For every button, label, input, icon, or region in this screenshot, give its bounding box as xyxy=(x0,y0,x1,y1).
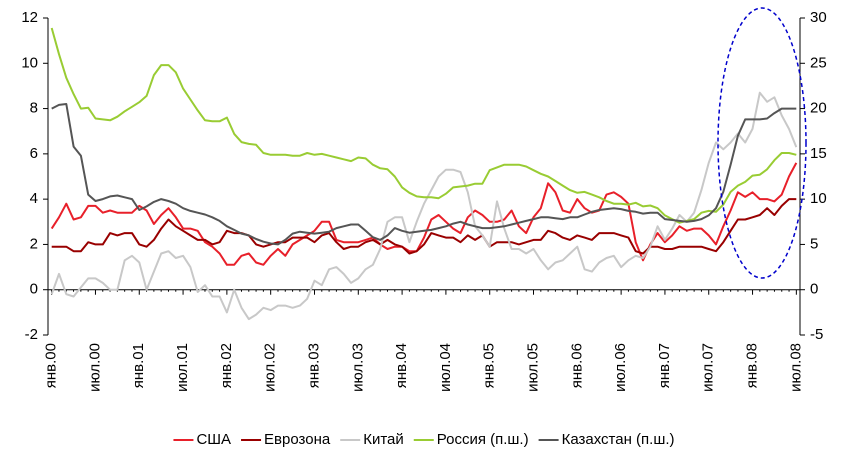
y-tick-label: 4 xyxy=(30,190,38,207)
y2-tick-label: -5 xyxy=(810,326,823,343)
series-line xyxy=(51,198,797,255)
series-line xyxy=(50,91,798,321)
x-tick-label: июл.00 xyxy=(86,343,103,392)
x-tick-label: янв.06 xyxy=(568,343,585,388)
y2-tick-label: 20 xyxy=(810,100,827,117)
x-tick-label: июл.07 xyxy=(700,343,717,392)
series-line xyxy=(50,27,797,224)
y-tick-label: 8 xyxy=(30,100,38,117)
x-tick-label: янв.08 xyxy=(744,343,761,388)
y-tick-label: 2 xyxy=(30,235,38,252)
y2-tick-label: 10 xyxy=(810,190,827,207)
x-tick-label: янв.04 xyxy=(393,343,410,388)
y2-tick-label: 30 xyxy=(810,9,827,26)
series-line xyxy=(50,162,798,266)
x-tick-label: янв.02 xyxy=(218,343,235,388)
y-tick-label: 12 xyxy=(21,9,38,26)
x-tick-label: янв.05 xyxy=(481,343,498,388)
y2-tick-label: 0 xyxy=(810,281,818,298)
legend-label: Казахстан (п.ш.) xyxy=(562,431,675,448)
x-tick-label: июл.05 xyxy=(524,343,541,392)
y-tick-label: 0 xyxy=(30,281,38,298)
y-tick-label: -2 xyxy=(25,326,38,343)
legend-label: Китай xyxy=(363,431,404,448)
y2-tick-label: 15 xyxy=(810,145,827,162)
x-tick-label: янв.03 xyxy=(305,343,322,388)
y-tick-label: 6 xyxy=(30,145,38,162)
legend-label: США xyxy=(196,431,231,448)
legend-label: Россия (п.ш.) xyxy=(437,431,529,448)
x-tick-label: янв.00 xyxy=(43,343,60,388)
y2-tick-label: 5 xyxy=(810,235,818,252)
y2-tick-label: 25 xyxy=(810,54,827,71)
x-tick-label: июл.06 xyxy=(612,343,629,392)
x-tick-label: янв.07 xyxy=(656,343,673,388)
legend-label: Еврозона xyxy=(264,431,331,448)
x-tick-label: янв.01 xyxy=(130,343,147,388)
highlight-ellipse xyxy=(717,7,807,279)
x-tick-label: июл.03 xyxy=(349,343,366,392)
y-tick-label: 10 xyxy=(21,54,38,71)
series-line xyxy=(51,103,797,246)
x-tick-label: июл.08 xyxy=(787,343,804,392)
x-tick-label: июл.01 xyxy=(174,343,191,392)
x-tick-label: июл.04 xyxy=(437,343,454,392)
x-tick-label: июл.02 xyxy=(262,343,279,392)
